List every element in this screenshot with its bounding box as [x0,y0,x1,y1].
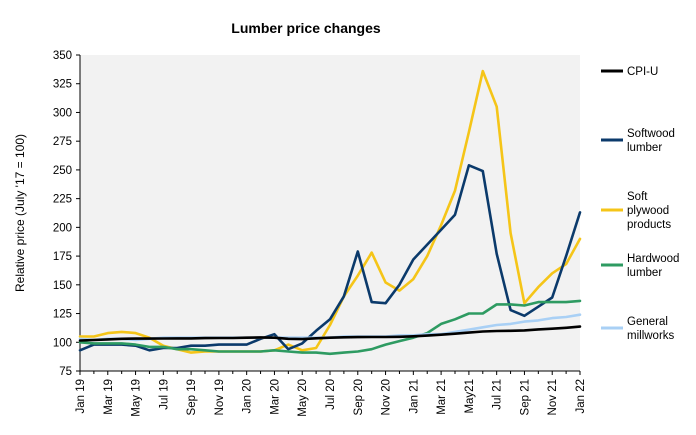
x-tick-label: May 20 [297,379,309,417]
y-axis-label-group: Relative price (July '17 = 100) [13,134,27,292]
x-tick-label: Jul 20 [325,379,337,410]
x-tick-label: Sep 20 [353,379,365,415]
legend-label: CPI-U [627,66,658,78]
x-axis: Jan 19 Mar 19 May 19 Jul 19 Sep 19 Nov 19 Jan … [75,370,587,417]
x-tick-label: Jan 20 [242,379,254,414]
y-tick-label: 300 [53,107,72,119]
y-axis: 75 100 125 150 175 200 225 250 275 300 325 350 [53,50,81,378]
y-tick-label: 100 [53,337,72,349]
legend-label: lumber [627,267,662,279]
x-tick-label: Jan 21 [408,379,420,414]
x-tick-label: May 19 [131,379,143,417]
legend-label: products [627,219,671,231]
x-tick-label: Nov 21 [547,379,559,415]
legend: CPI-U Softwood lumber Soft plywood products Ha… [601,66,679,342]
y-tick-label: 175 [53,251,72,263]
y-tick-label: 250 [53,165,72,177]
legend-label: Hardwood [627,253,679,265]
y-tick-label: 225 [53,194,72,206]
legend-label: General [627,316,668,328]
chart-title: Lumber price changes [231,20,381,36]
y-tick-label: 350 [53,50,72,62]
x-tick-label: Jul 21 [492,379,504,410]
y-tick-label: 150 [53,280,72,292]
x-tick-label: Mar 20 [269,379,281,415]
legend-label: Softwood [627,128,675,140]
y-tick-label: 75 [59,366,72,378]
y-tick-label: 325 [53,79,72,91]
legend-label: Soft [627,191,648,203]
legend-label: lumber [627,142,662,154]
x-tick-label: Mar 19 [103,379,115,415]
legend-label: plywood [627,205,669,217]
series-lines [78,69,582,356]
x-tick-label: Jul 19 [158,379,170,410]
series-line-hardwood-lumber [78,299,582,356]
x-tick-label: Jan 22 [575,379,587,414]
x-tick-label: Sep 21 [519,379,531,415]
x-tick-label: Jan 19 [75,379,87,414]
y-tick-label: 200 [53,222,72,234]
legend-label: millworks [627,330,675,342]
x-tick-label: Nov 19 [214,379,226,415]
x-tick-label: Nov 20 [381,379,393,415]
y-axis-label: Relative price (July '17 = 100) [13,134,27,292]
x-tick-label: Sep 19 [186,379,198,415]
x-tick-label: Mar 21 [436,379,448,415]
series-line-cpi-u [78,325,582,342]
y-tick-label: 125 [53,309,72,321]
y-tick-label: 275 [53,136,72,148]
x-tick-label: May21 [464,379,476,414]
